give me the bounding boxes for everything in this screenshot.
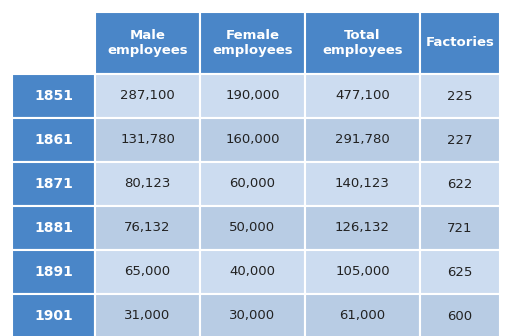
Text: Total
employees: Total employees [322, 29, 403, 57]
Bar [95, 206, 200, 250]
Bar [200, 206, 305, 250]
Bar [305, 118, 420, 162]
Bar [305, 162, 420, 206]
Text: 721: 721 [447, 221, 473, 235]
Bar [420, 294, 500, 336]
Text: 1851: 1851 [34, 89, 73, 103]
Bar [420, 162, 500, 206]
Bar [200, 118, 305, 162]
Text: 140,123: 140,123 [335, 177, 390, 191]
Bar [305, 206, 420, 250]
Bar [200, 250, 305, 294]
Bar [200, 294, 305, 336]
Bar [305, 294, 420, 336]
Text: 190,000: 190,000 [225, 89, 280, 102]
Bar [305, 250, 420, 294]
Bar [12, 74, 95, 118]
Bar [12, 206, 95, 250]
Text: 80,123: 80,123 [124, 177, 170, 191]
Bar [420, 250, 500, 294]
Bar [12, 250, 95, 294]
Bar [420, 12, 500, 74]
Bar [12, 162, 95, 206]
Text: 105,000: 105,000 [335, 265, 390, 279]
Text: 1861: 1861 [34, 133, 73, 147]
Bar [420, 118, 500, 162]
Bar [200, 12, 305, 74]
Bar [420, 74, 500, 118]
Text: Factories: Factories [425, 37, 495, 49]
Text: 126,132: 126,132 [335, 221, 390, 235]
Text: 477,100: 477,100 [335, 89, 390, 102]
Text: 625: 625 [447, 265, 473, 279]
Bar [95, 162, 200, 206]
Text: 160,000: 160,000 [225, 133, 280, 146]
Bar [95, 118, 200, 162]
Bar [95, 294, 200, 336]
Text: 1881: 1881 [34, 221, 73, 235]
Bar [95, 12, 200, 74]
Text: Female
employees: Female employees [212, 29, 293, 57]
Text: 600: 600 [447, 309, 473, 323]
Text: Male
employees: Male employees [107, 29, 188, 57]
Text: 287,100: 287,100 [120, 89, 175, 102]
Bar [305, 74, 420, 118]
Text: 1871: 1871 [34, 177, 73, 191]
Text: 1891: 1891 [34, 265, 73, 279]
Bar [12, 294, 95, 336]
Text: 61,000: 61,000 [339, 309, 386, 323]
Bar [12, 118, 95, 162]
Text: 40,000: 40,000 [229, 265, 275, 279]
Text: 622: 622 [447, 177, 473, 191]
Bar [420, 206, 500, 250]
Text: 1901: 1901 [34, 309, 73, 323]
Text: 50,000: 50,000 [229, 221, 275, 235]
Text: 60,000: 60,000 [229, 177, 275, 191]
Text: 76,132: 76,132 [124, 221, 170, 235]
Text: 65,000: 65,000 [124, 265, 170, 279]
Bar [305, 12, 420, 74]
Text: 227: 227 [447, 133, 473, 146]
Bar [12, 12, 95, 74]
Text: 291,780: 291,780 [335, 133, 390, 146]
Text: 30,000: 30,000 [229, 309, 275, 323]
Bar [95, 250, 200, 294]
Bar [95, 74, 200, 118]
Text: 225: 225 [447, 89, 473, 102]
Text: 31,000: 31,000 [124, 309, 170, 323]
Text: 131,780: 131,780 [120, 133, 175, 146]
Bar [200, 162, 305, 206]
Bar [200, 74, 305, 118]
